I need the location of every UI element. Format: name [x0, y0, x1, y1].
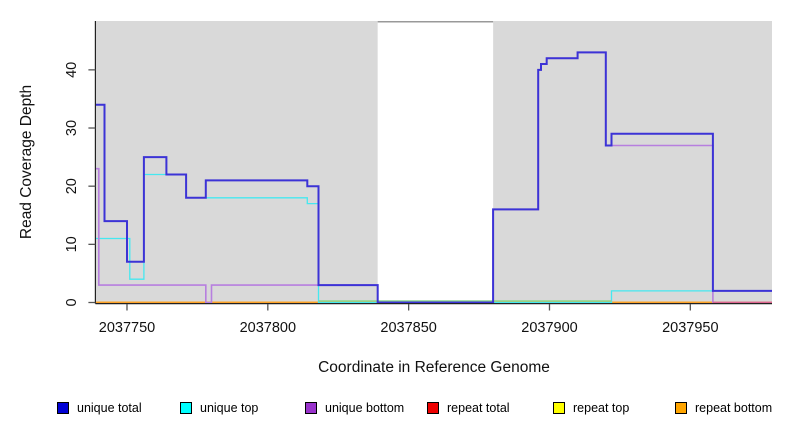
series-line-unique-total — [96, 51, 772, 304]
legend-item-unique-top: unique top — [180, 401, 258, 415]
y-tick-label: 10 — [64, 236, 80, 252]
x-axis-title: Coordinate in Reference Genome — [318, 359, 550, 376]
series-line-unique-top — [96, 173, 772, 304]
y-tick-label: 30 — [64, 120, 80, 136]
legend-swatch-repeat-total — [427, 402, 439, 414]
y-tick-label: 0 — [64, 298, 80, 306]
y-tick-label: 40 — [64, 62, 80, 78]
legend-swatch-repeat-bottom — [675, 402, 687, 414]
legend-item-repeat-bottom: repeat bottom — [675, 401, 772, 415]
legend-item-unique-total: unique total — [57, 401, 142, 415]
x-tick-label: 2037950 — [662, 320, 718, 336]
legend-label: unique total — [77, 401, 142, 415]
legend-item-repeat-top: repeat top — [553, 401, 629, 415]
legend-item-repeat-total: repeat total — [427, 401, 510, 415]
legend-label: repeat top — [573, 401, 630, 415]
legend-swatch-repeat-top — [553, 402, 565, 414]
x-tick-label: 2037750 — [99, 320, 155, 336]
legend-item-unique-bottom: unique bottom — [305, 401, 404, 415]
legend-swatch-unique-top — [180, 402, 192, 414]
x-tick-label: 2037800 — [240, 320, 296, 336]
chart-legend: unique total unique top unique bottom repea… — [0, 401, 792, 427]
coverage-gap-region — [377, 21, 494, 303]
legend-label: unique top — [200, 401, 259, 415]
x-tick-label: 2037900 — [521, 320, 577, 336]
legend-swatch-unique-total — [57, 402, 69, 414]
legend-label: repeat total — [447, 401, 510, 415]
legend-label: repeat bottom — [695, 401, 773, 415]
legend-label: unique bottom — [325, 401, 405, 415]
y-axis-title: Read Coverage Depth — [18, 85, 35, 239]
x-tick-label: 2037850 — [380, 320, 436, 336]
legend-swatch-unique-bottom — [305, 402, 317, 414]
y-tick-label: 20 — [64, 178, 80, 194]
